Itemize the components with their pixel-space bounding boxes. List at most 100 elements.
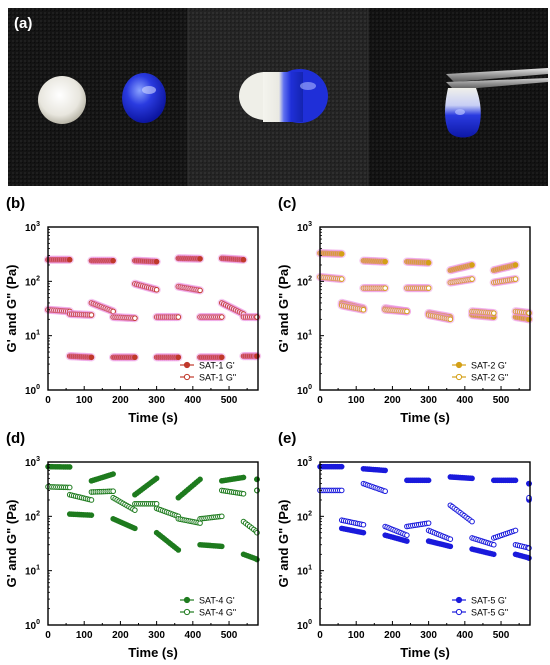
data-point xyxy=(218,354,225,361)
y-tick-label: 100 xyxy=(297,384,312,397)
data-point xyxy=(240,474,247,481)
y-tick-label: 103 xyxy=(297,221,312,234)
x-tick-label: 200 xyxy=(112,395,129,406)
x-axis-label: Time (s) xyxy=(400,645,450,660)
chart-svg-e: (e) 0 100 200 300 400 500 100 101 102 103 Time (s) G… xyxy=(276,430,532,660)
data-point xyxy=(360,521,367,528)
panel-label: (c) xyxy=(278,195,296,212)
data-point xyxy=(110,471,116,477)
data-point xyxy=(153,475,160,482)
legend-marker xyxy=(183,596,191,604)
data-point xyxy=(110,257,116,264)
y-tick-label: 100 xyxy=(25,619,40,632)
y-tick-label: 102 xyxy=(297,510,312,523)
hydrogel-photo: (a) xyxy=(8,8,548,186)
x-tick-label: 200 xyxy=(384,395,401,406)
x-tick-label: 300 xyxy=(148,630,165,641)
y-axis-label: G' and G" (Pa) xyxy=(276,265,291,353)
x-tick-label: 0 xyxy=(317,395,323,406)
data-point xyxy=(197,287,203,294)
legend-marker xyxy=(455,608,463,616)
legend-label: SAT-2 G' xyxy=(471,361,507,371)
data-point xyxy=(338,463,345,470)
data-series-group xyxy=(315,248,534,324)
legend-marker xyxy=(183,608,191,616)
data-point xyxy=(88,497,95,503)
legend-label: SAT-5 G" xyxy=(471,608,508,618)
data-series-group xyxy=(43,254,262,362)
data-point xyxy=(88,512,95,518)
data-point xyxy=(175,314,182,320)
x-tick-label: 500 xyxy=(221,630,238,641)
data-point xyxy=(153,258,160,265)
x-tick-label: 200 xyxy=(384,630,401,641)
x-tick-label: 100 xyxy=(76,395,93,406)
data-point xyxy=(360,529,367,536)
legend-marker xyxy=(455,596,463,604)
data-point xyxy=(404,532,410,538)
data-point xyxy=(382,467,388,474)
y-tick-label: 101 xyxy=(25,330,40,343)
x-tick-label: 400 xyxy=(456,395,473,406)
data-point xyxy=(447,316,454,323)
chart-svg-d: (d) 0 100 200 300 400 500 100 101 102 103 Time (s) G… xyxy=(4,430,260,660)
data-point xyxy=(218,513,225,520)
x-tick-label: 0 xyxy=(45,630,51,641)
data-point xyxy=(512,276,519,282)
data-point xyxy=(66,256,73,263)
data-point xyxy=(404,538,410,544)
x-tick-label: 100 xyxy=(348,630,365,641)
data-point xyxy=(404,308,410,315)
data-point xyxy=(66,484,73,491)
y-axis-label: G' and G" (Pa) xyxy=(276,500,291,588)
panel-label-a: (a) xyxy=(14,15,32,32)
data-point xyxy=(110,488,116,495)
panel-label: (b) xyxy=(6,195,25,212)
data-point xyxy=(490,310,497,316)
y-tick-label: 102 xyxy=(25,510,40,523)
data-point xyxy=(88,312,95,318)
x-tick-label: 500 xyxy=(493,395,510,406)
plot-frame xyxy=(47,461,259,626)
y-tick-label: 101 xyxy=(297,330,312,343)
legend: SAT-1 G' SAT-1 G" xyxy=(180,361,236,383)
y-axis-label: G' and G" (Pa) xyxy=(4,265,19,353)
x-tick-label: 0 xyxy=(45,395,51,406)
data-point xyxy=(132,354,138,361)
data-series-group xyxy=(317,463,532,561)
data-point xyxy=(382,258,388,265)
legend-label: SAT-5 G' xyxy=(471,596,507,606)
x-tick-label: 200 xyxy=(112,630,129,641)
legend-label: SAT-1 G' xyxy=(199,361,235,371)
y-axis-label: G' and G" (Pa) xyxy=(4,500,19,588)
data-point xyxy=(425,259,432,266)
data-point xyxy=(512,477,519,484)
x-axis-label: Time (s) xyxy=(128,645,178,660)
data-point xyxy=(425,477,432,484)
data-point xyxy=(132,525,138,532)
data-point xyxy=(153,286,160,293)
chart-panel-b: (b) 0 100 200 300 400 500 100 101 102 103 Time (s) G… xyxy=(0,190,272,430)
x-tick-label: 300 xyxy=(420,395,437,406)
data-point xyxy=(88,354,95,361)
data-point xyxy=(218,543,225,550)
chart-panel-d: (d) 0 100 200 300 400 500 100 101 102 103 Time (s) G… xyxy=(0,425,272,665)
x-tick-label: 100 xyxy=(348,395,365,406)
x-tick-label: 400 xyxy=(456,630,473,641)
y-tick-label: 102 xyxy=(297,275,312,288)
data-point xyxy=(382,488,388,495)
data-point xyxy=(197,255,203,262)
data-point xyxy=(469,276,475,282)
legend: SAT-2 G' SAT-2 G" xyxy=(452,361,508,383)
y-tick-label: 101 xyxy=(297,565,312,578)
data-point xyxy=(153,501,160,507)
x-tick-label: 500 xyxy=(493,630,510,641)
data-point xyxy=(382,285,388,291)
legend: SAT-4 G' SAT-4 G" xyxy=(180,596,236,618)
legend-marker xyxy=(183,373,191,381)
photo-panel-a: (a) xyxy=(8,8,548,186)
x-tick-label: 400 xyxy=(184,395,201,406)
data-point xyxy=(175,354,182,361)
data-point xyxy=(469,518,475,525)
chart-panel-e: (e) 0 100 200 300 400 500 100 101 102 103 Time (s) G… xyxy=(272,425,544,665)
